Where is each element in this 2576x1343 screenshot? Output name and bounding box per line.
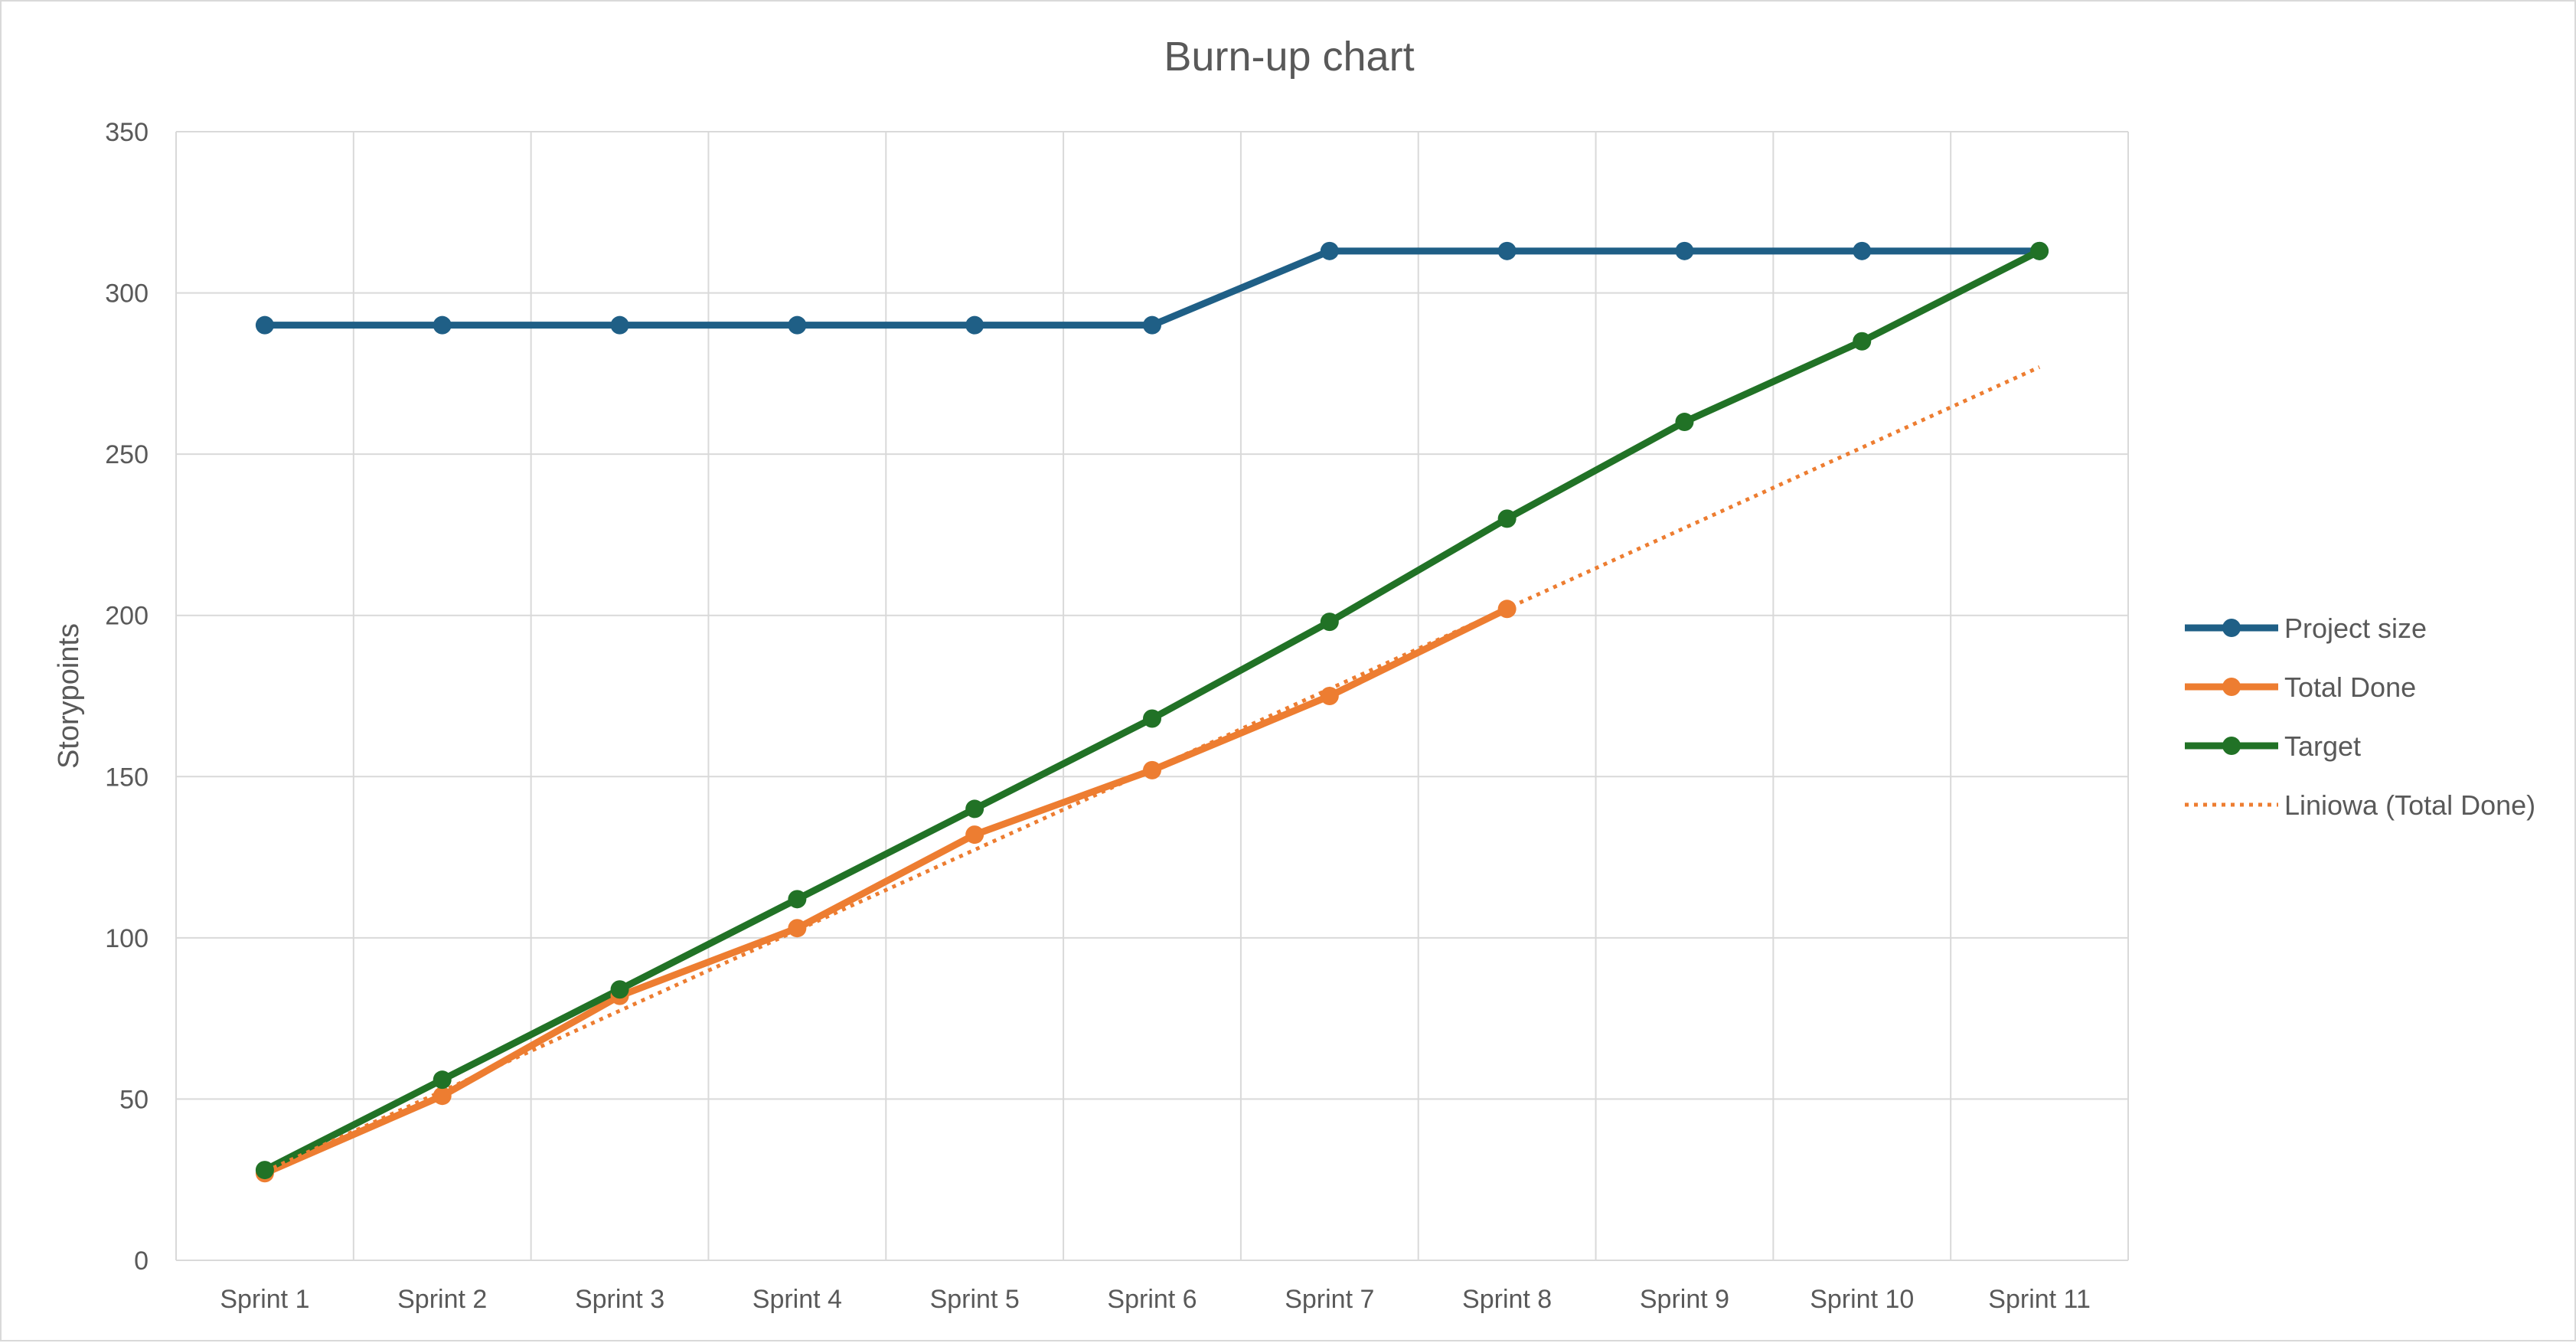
x-tick-label: Sprint 2 xyxy=(397,1285,487,1314)
y-tick-label: 200 xyxy=(105,602,149,631)
legend-marker xyxy=(2222,678,2241,696)
y-tick-label: 350 xyxy=(105,118,149,147)
legend-label: Target xyxy=(2284,730,2361,762)
total-done-point xyxy=(433,1086,452,1106)
project-size-point xyxy=(433,315,452,335)
project-size-point xyxy=(1497,241,1517,260)
x-tick-label: Sprint 3 xyxy=(575,1285,664,1314)
target-point xyxy=(1320,613,1339,632)
legend-label: Project size xyxy=(2284,613,2427,644)
project-size-point xyxy=(1675,241,1694,260)
target-point xyxy=(1143,709,1161,728)
legend-item-project-size: Project size xyxy=(2185,613,2427,644)
project-size-point xyxy=(610,315,629,335)
legend: Project size Total Done Target Liniowa (Tot… xyxy=(2185,613,2535,821)
legend-label: Total Done xyxy=(2284,672,2416,703)
target-point xyxy=(965,799,984,819)
x-tick-label: Sprint 8 xyxy=(1462,1285,1552,1314)
legend-label: Liniowa (Total Done) xyxy=(2284,789,2535,821)
project-size-point xyxy=(1320,241,1339,260)
legend-marker xyxy=(2222,619,2241,637)
target-point xyxy=(788,890,807,909)
target-point xyxy=(1675,413,1694,432)
x-tick-label: Sprint 9 xyxy=(1640,1285,1729,1314)
total-done-line xyxy=(263,606,1509,1177)
y-tick-label: 300 xyxy=(105,279,149,309)
y-tick-label: 50 xyxy=(119,1085,149,1114)
legend-item-total-done: Total Done xyxy=(2185,672,2416,703)
total-done-point xyxy=(788,919,807,938)
x-tick-label: Sprint 11 xyxy=(1988,1285,2091,1314)
project-size-point xyxy=(1143,315,1161,335)
legend-marker xyxy=(2222,737,2241,755)
series-lines xyxy=(255,241,2049,1183)
grid-lines xyxy=(175,131,2129,1261)
x-tick-label: Sprint 7 xyxy=(1285,1285,1374,1314)
total-done-point xyxy=(1143,760,1161,779)
y-tick-label: 150 xyxy=(105,763,149,792)
y-tick-label: 100 xyxy=(105,924,149,953)
chart-title: Burn-up chart xyxy=(1164,34,1414,80)
x-tick-label: Sprint 6 xyxy=(1107,1285,1197,1314)
total-done-point xyxy=(1320,687,1339,705)
target-point xyxy=(1853,332,1872,351)
legend-item-target: Target xyxy=(2185,730,2361,762)
project-size-point xyxy=(255,315,274,335)
target-point xyxy=(2030,241,2049,260)
target-point xyxy=(433,1070,452,1090)
total-done-point xyxy=(1497,600,1517,619)
y-axis-ticks: 0 50 100 150 200 250 300 350 xyxy=(105,118,149,1276)
target-point xyxy=(255,1161,274,1180)
y-axis-label: Storypoints xyxy=(53,623,85,769)
y-tick-label: 0 xyxy=(134,1247,149,1276)
project-size-point xyxy=(788,315,807,335)
y-tick-label: 250 xyxy=(105,440,149,469)
x-tick-label: Sprint 5 xyxy=(930,1285,1020,1314)
total-done-point xyxy=(965,825,984,845)
target-point xyxy=(610,980,629,999)
legend-item-liniowa-total-done: Liniowa (Total Done) xyxy=(2185,789,2535,821)
x-tick-label: Sprint 10 xyxy=(1810,1285,1914,1314)
target-point xyxy=(1497,509,1517,528)
project-size-point xyxy=(965,315,984,335)
x-axis-ticks: Sprint 1 Sprint 2 Sprint 3 Sprint 4 Sprint 5… xyxy=(220,1285,2091,1314)
project-size-point xyxy=(1853,241,1872,260)
x-tick-label: Sprint 4 xyxy=(753,1285,842,1314)
x-tick-label: Sprint 1 xyxy=(220,1285,309,1314)
